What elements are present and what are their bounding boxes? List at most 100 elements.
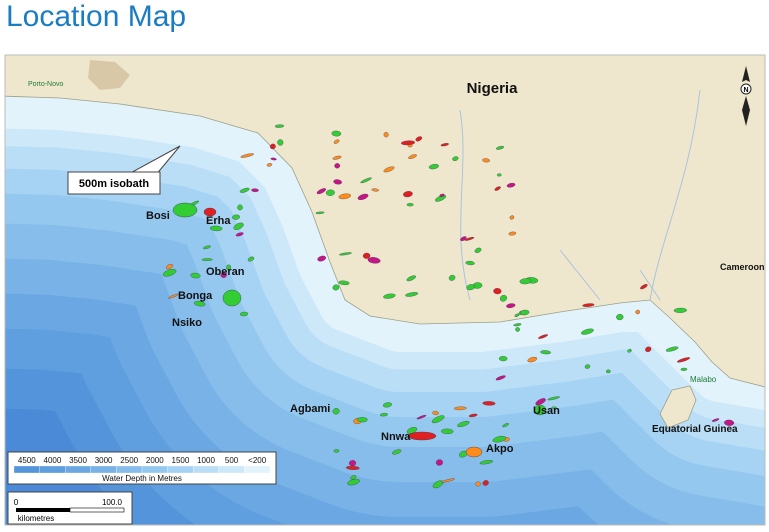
field-polygon bbox=[441, 478, 455, 483]
field-polygon bbox=[203, 207, 217, 217]
mainland bbox=[5, 55, 765, 388]
field-polygon bbox=[509, 215, 515, 220]
legend-title: Water Depth in Metres bbox=[102, 474, 182, 483]
legend-label: 4000 bbox=[44, 456, 62, 465]
field-polygon bbox=[332, 284, 340, 291]
field-label: Bonga bbox=[178, 290, 213, 302]
field-polygon bbox=[514, 313, 520, 317]
place-label: Equatorial Guinea bbox=[652, 424, 738, 435]
field-polygon bbox=[582, 303, 595, 307]
legend-swatch bbox=[65, 465, 91, 474]
field-polygon bbox=[172, 202, 198, 218]
field-polygon bbox=[551, 406, 557, 409]
legend-label: 2500 bbox=[120, 456, 138, 465]
field-polygon bbox=[440, 143, 449, 147]
legend-swatch bbox=[167, 465, 194, 474]
legend-swatch bbox=[244, 465, 271, 474]
field-polygon bbox=[203, 245, 211, 250]
field-polygon bbox=[499, 294, 507, 302]
field-polygon bbox=[506, 182, 516, 188]
field-polygon bbox=[407, 431, 437, 441]
field-polygon bbox=[482, 480, 489, 486]
field-polygon bbox=[247, 256, 255, 262]
legend-label: 3500 bbox=[69, 456, 87, 465]
field-polygon bbox=[540, 350, 551, 355]
field-polygon bbox=[506, 303, 516, 308]
place-label: Cameroon bbox=[720, 262, 765, 272]
scale-label: 100.0 bbox=[102, 498, 123, 507]
field-polygon bbox=[468, 413, 478, 418]
legend-swatch bbox=[218, 465, 245, 474]
field-polygon bbox=[401, 140, 416, 146]
field-polygon bbox=[513, 323, 522, 327]
field-polygon bbox=[673, 307, 687, 313]
field-polygon bbox=[502, 423, 509, 428]
north-arrow: N bbox=[740, 66, 752, 126]
field-polygon bbox=[495, 375, 506, 381]
field-polygon bbox=[333, 139, 340, 144]
field-polygon bbox=[277, 139, 284, 146]
page-title: Location Map bbox=[6, 0, 187, 33]
field-polygon bbox=[519, 278, 532, 285]
field-polygon bbox=[274, 124, 285, 128]
field-polygon bbox=[235, 232, 244, 237]
field-polygon bbox=[428, 164, 439, 170]
field-polygon bbox=[616, 314, 624, 321]
field-polygon bbox=[457, 421, 470, 427]
field-polygon bbox=[209, 225, 223, 232]
field-polygon bbox=[383, 132, 389, 138]
field-polygon bbox=[269, 143, 276, 150]
callout-label: 500m isobath bbox=[79, 178, 150, 190]
field-polygon bbox=[338, 280, 350, 286]
field-polygon bbox=[232, 214, 240, 220]
field-polygon bbox=[338, 193, 351, 200]
legend-label: 2000 bbox=[146, 456, 164, 465]
field-polygon bbox=[453, 406, 467, 411]
field-polygon bbox=[711, 418, 720, 422]
field-polygon bbox=[165, 264, 173, 270]
field-polygon bbox=[239, 311, 249, 317]
field-polygon bbox=[493, 288, 502, 295]
field-polygon bbox=[680, 367, 688, 371]
field-polygon bbox=[162, 269, 177, 277]
field-polygon bbox=[452, 156, 459, 161]
field-polygon bbox=[334, 163, 341, 169]
field-polygon bbox=[406, 275, 416, 282]
place-label: Malabo bbox=[690, 375, 717, 384]
field-polygon bbox=[465, 446, 483, 458]
field-polygon bbox=[266, 163, 273, 167]
field-polygon bbox=[527, 356, 538, 363]
field-polygon bbox=[367, 257, 381, 264]
legend-label: 3000 bbox=[95, 456, 113, 465]
field-polygon bbox=[315, 211, 325, 215]
field-polygon bbox=[222, 289, 242, 307]
field-polygon bbox=[474, 247, 482, 253]
field-polygon bbox=[533, 404, 547, 416]
field-label: Nnwa bbox=[381, 431, 411, 443]
field-polygon bbox=[627, 348, 632, 353]
legend-label: 1500 bbox=[172, 456, 190, 465]
legend-swatch bbox=[141, 465, 168, 474]
field-polygon bbox=[325, 189, 335, 196]
field-polygon bbox=[475, 481, 481, 487]
place-label: Nigeria bbox=[467, 80, 519, 97]
field-polygon bbox=[496, 173, 502, 177]
field-polygon bbox=[391, 449, 402, 455]
field-polygon bbox=[432, 410, 439, 416]
scale-segment bbox=[16, 508, 70, 512]
field-polygon bbox=[371, 188, 379, 192]
field-polygon bbox=[495, 145, 505, 150]
field-polygon bbox=[724, 419, 735, 426]
legend-swatch bbox=[193, 465, 219, 474]
field-polygon bbox=[239, 187, 250, 193]
field-label: Agbami bbox=[290, 403, 330, 415]
field-polygon bbox=[482, 401, 496, 406]
field-polygon bbox=[665, 346, 679, 352]
field-polygon bbox=[350, 475, 357, 480]
map-frame bbox=[4, 54, 766, 526]
field-polygon bbox=[233, 222, 244, 230]
field-polygon bbox=[515, 327, 520, 332]
